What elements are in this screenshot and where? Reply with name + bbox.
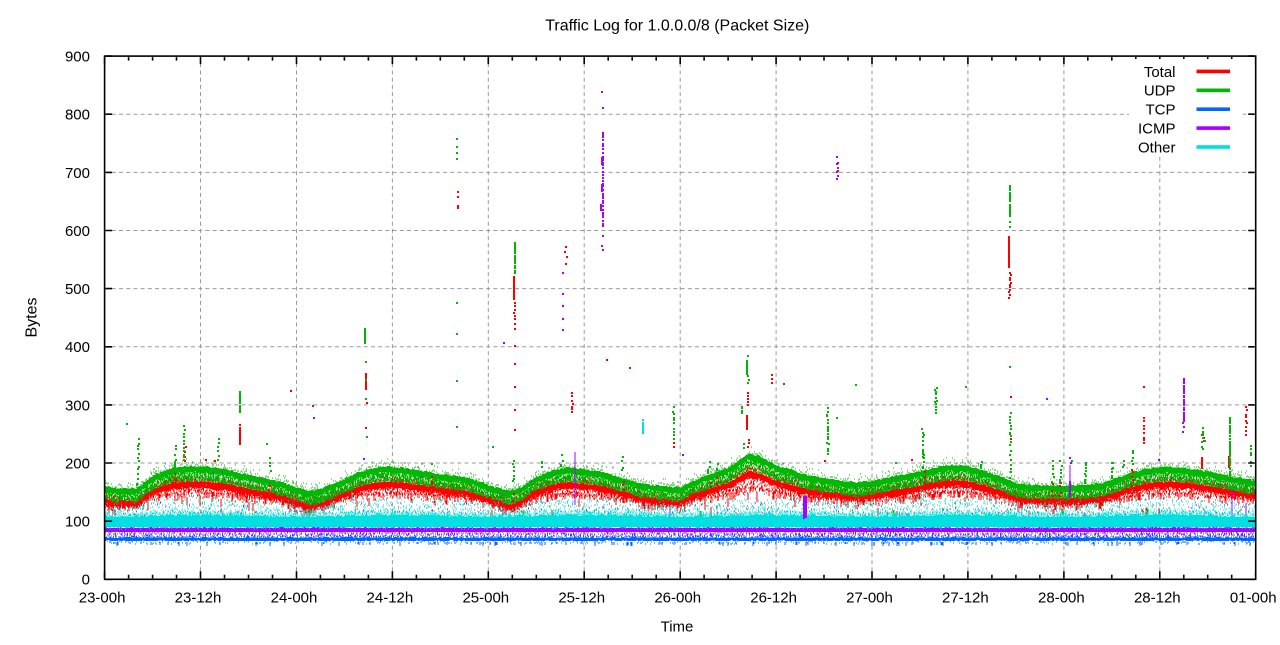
svg-text:TCP: TCP: [1146, 102, 1176, 119]
svg-text:800: 800: [65, 107, 90, 124]
svg-text:27-00h: 27-00h: [846, 590, 893, 607]
svg-text:24-12h: 24-12h: [367, 590, 414, 607]
svg-text:300: 300: [65, 397, 90, 414]
svg-text:ICMP: ICMP: [1138, 121, 1176, 138]
svg-text:900: 900: [65, 49, 90, 66]
svg-text:100: 100: [65, 514, 90, 531]
svg-text:25-12h: 25-12h: [558, 590, 605, 607]
svg-text:700: 700: [65, 165, 90, 182]
svg-text:23-12h: 23-12h: [175, 590, 222, 607]
svg-text:600: 600: [65, 223, 90, 240]
svg-text:200: 200: [65, 455, 90, 472]
svg-text:26-12h: 26-12h: [750, 590, 797, 607]
svg-text:28-00h: 28-00h: [1038, 590, 1085, 607]
svg-text:Time: Time: [661, 619, 694, 636]
svg-text:27-12h: 27-12h: [942, 590, 989, 607]
svg-text:Traffic Log for 1.0.0.0/8 (Pac: Traffic Log for 1.0.0.0/8 (Packet Size): [545, 18, 809, 35]
svg-text:Total: Total: [1144, 64, 1176, 81]
svg-text:26-00h: 26-00h: [654, 590, 701, 607]
svg-text:500: 500: [65, 281, 90, 298]
svg-text:Other: Other: [1138, 139, 1176, 156]
svg-text:01-00h: 01-00h: [1230, 590, 1277, 607]
svg-text:400: 400: [65, 339, 90, 356]
svg-text:28-12h: 28-12h: [1134, 590, 1181, 607]
svg-text:25-00h: 25-00h: [462, 590, 509, 607]
svg-text:0: 0: [82, 572, 90, 589]
svg-text:Bytes: Bytes: [24, 297, 41, 337]
svg-text:23-00h: 23-00h: [79, 590, 126, 607]
svg-text:UDP: UDP: [1144, 83, 1176, 100]
svg-text:24-00h: 24-00h: [271, 590, 318, 607]
